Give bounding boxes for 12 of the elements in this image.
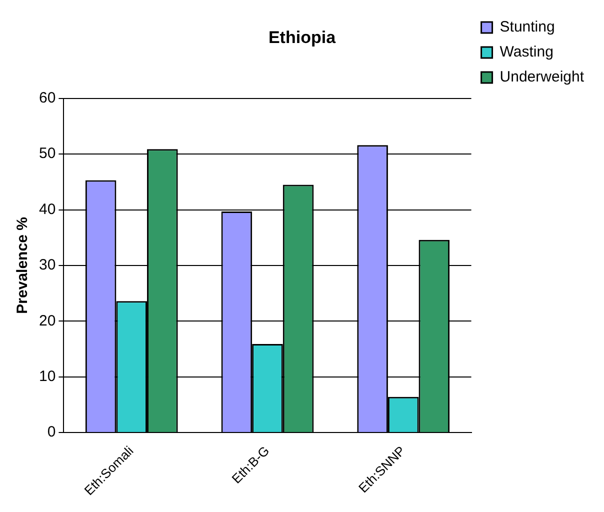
y-tick-label: 30 <box>38 256 56 274</box>
legend-label: Stunting <box>500 18 555 36</box>
y-tick-label: 60 <box>38 90 56 107</box>
y-tick-label: 20 <box>38 312 56 330</box>
legend-label: Underweight <box>500 68 585 86</box>
chart-title: Ethiopia <box>268 28 336 47</box>
legend-label: Wasting <box>500 44 554 61</box>
y-tick-label: 0 <box>47 424 56 441</box>
y-axis-title: Prevalence % <box>14 217 32 314</box>
y-tick-label: 40 <box>38 200 56 218</box>
y-tick-label: 10 <box>38 368 56 385</box>
y-tick-label: 50 <box>38 145 56 162</box>
